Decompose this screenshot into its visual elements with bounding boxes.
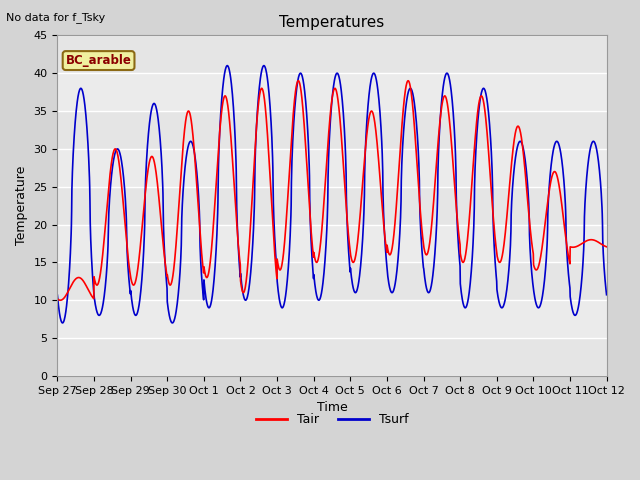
Legend: Tair, Tsurf: Tair, Tsurf: [250, 408, 413, 431]
Bar: [58, 36, 607, 73]
Y-axis label: Temperature: Temperature: [15, 166, 28, 245]
Tair: [570, 244, 577, 250]
Tair: [348, 258, 356, 264]
Bar: [58, 338, 607, 376]
Title: Temperatures: Temperatures: [279, 15, 385, 30]
Tsurf: [555, 141, 563, 146]
X-axis label: Time: Time: [317, 401, 348, 414]
Bar: [58, 187, 607, 225]
Tsurf: [360, 202, 368, 208]
Tair: [555, 180, 563, 185]
Text: BC_arable: BC_arable: [66, 54, 131, 67]
Tsurf: [570, 311, 577, 317]
Tair: [56, 297, 64, 303]
Tair: [294, 78, 302, 84]
Line: Tair: Tair: [58, 81, 607, 300]
Tsurf: [168, 320, 176, 326]
Tair: [360, 161, 368, 167]
Tsurf: [54, 292, 61, 298]
Bar: [58, 263, 607, 300]
Tair: [492, 243, 500, 249]
Bar: [58, 111, 607, 149]
Tsurf: [223, 63, 231, 69]
Tsurf: [603, 292, 611, 298]
Tsurf: [492, 270, 500, 276]
Line: Tsurf: Tsurf: [58, 66, 607, 323]
Tair: [603, 244, 611, 250]
Text: No data for f_Tsky: No data for f_Tsky: [6, 12, 106, 23]
Tair: [207, 254, 214, 260]
Tsurf: [348, 280, 356, 286]
Tsurf: [207, 301, 214, 307]
Tair: [54, 296, 61, 302]
